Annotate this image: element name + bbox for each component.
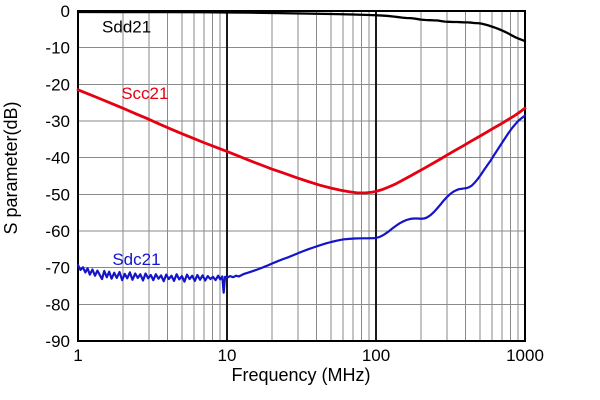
y-tick-label: -80 <box>45 295 70 314</box>
y-tick-label: -40 <box>45 149 70 168</box>
x-tick-labels: 1 10 100 1000 <box>73 346 544 365</box>
x-tick-label: 100 <box>362 346 390 365</box>
y-tick-label: -20 <box>45 75 70 94</box>
curve-sdd21 <box>76 10 527 43</box>
plot-frame <box>77 10 526 342</box>
series-label-sdc21: Sdc21 <box>112 250 160 269</box>
curve-scc21 <box>76 88 527 195</box>
x-tick-label: 1 <box>73 346 82 365</box>
y-tick-label: -90 <box>45 332 70 351</box>
series-label-sdd21: Sdd21 <box>102 17 151 36</box>
series-label-scc21: Scc21 <box>121 84 168 103</box>
x-axis-title: Frequency (MHz) <box>231 365 370 385</box>
y-axis-title: S parameter(dB) <box>1 101 21 234</box>
x-tick-label: 1000 <box>506 346 544 365</box>
y-tick-label: -60 <box>45 222 70 241</box>
curve-sdc21 <box>76 114 527 294</box>
y-tick-label: -10 <box>45 39 70 58</box>
curves <box>76 10 527 294</box>
y-tick-label: -70 <box>45 259 70 278</box>
x-tick-label: 10 <box>218 346 237 365</box>
grid-lines <box>78 11 525 341</box>
y-tick-label: -30 <box>45 112 70 131</box>
series-labels: Sdd21 Scc21 Sdc21 <box>102 17 168 268</box>
y-tick-label: -50 <box>45 185 70 204</box>
y-tick-label: 0 <box>61 2 70 21</box>
y-tick-labels: 0 -10 -20 -30 -40 -50 -60 -70 -80 -90 <box>45 2 70 351</box>
